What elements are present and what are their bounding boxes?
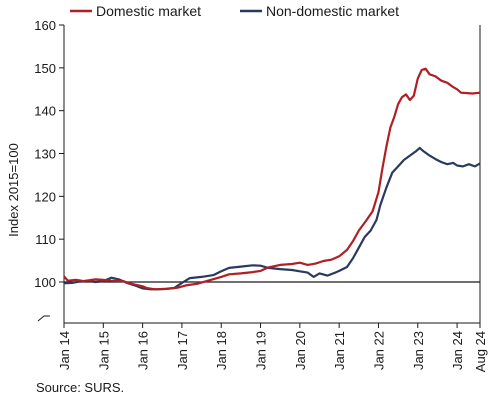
series-line-domestic-market (63, 67, 481, 291)
legend: Domestic market Non-domestic market (70, 3, 399, 19)
source-note: Source: SURS. (36, 380, 125, 395)
x-tick-label: Jan 14 (57, 331, 72, 370)
x-tick-label: Jan 17 (175, 331, 190, 370)
x-tick-label: Jan 16 (136, 331, 151, 370)
x-tick-label: Jan 23 (411, 331, 426, 370)
x-tick-label: Jan 19 (254, 331, 269, 370)
x-tick-label: Jan 21 (332, 331, 347, 370)
axes (37, 25, 481, 324)
x-tick-label: Jan 24 (450, 331, 465, 370)
x-tick-labels: Jan 14 Jan 15 Jan 16 Jan 17 Jan 18 Jan 19 Jan … (57, 323, 488, 372)
axis-break-mark (37, 315, 50, 322)
y-tick-label: 160 (34, 18, 56, 33)
y-tick-label: 150 (34, 61, 56, 76)
y-tick-label: 140 (34, 104, 56, 119)
x-tick-label: Jan 20 (293, 331, 308, 370)
x-tick-label: Jan 22 (371, 331, 386, 370)
y-tick-labels: 100 110 120 130 140 150 160 (34, 18, 64, 290)
series-line-non-domestic-market (63, 146, 481, 291)
y-tick-label: 110 (35, 232, 56, 247)
y-tick-label: 120 (34, 189, 56, 204)
x-tick-label: Jan 18 (214, 331, 229, 370)
x-tick-label: Jan 15 (96, 331, 111, 370)
y-axis-label: Index 2015=100 (6, 143, 21, 237)
y-tick-label: 130 (34, 147, 56, 162)
series-layer (63, 67, 481, 291)
legend-label: Domestic market (96, 3, 201, 19)
legend-label: Non-domestic market (266, 3, 399, 19)
x-tick-label: Aug 24 (473, 331, 488, 372)
y-tick-label: 100 (34, 275, 56, 290)
